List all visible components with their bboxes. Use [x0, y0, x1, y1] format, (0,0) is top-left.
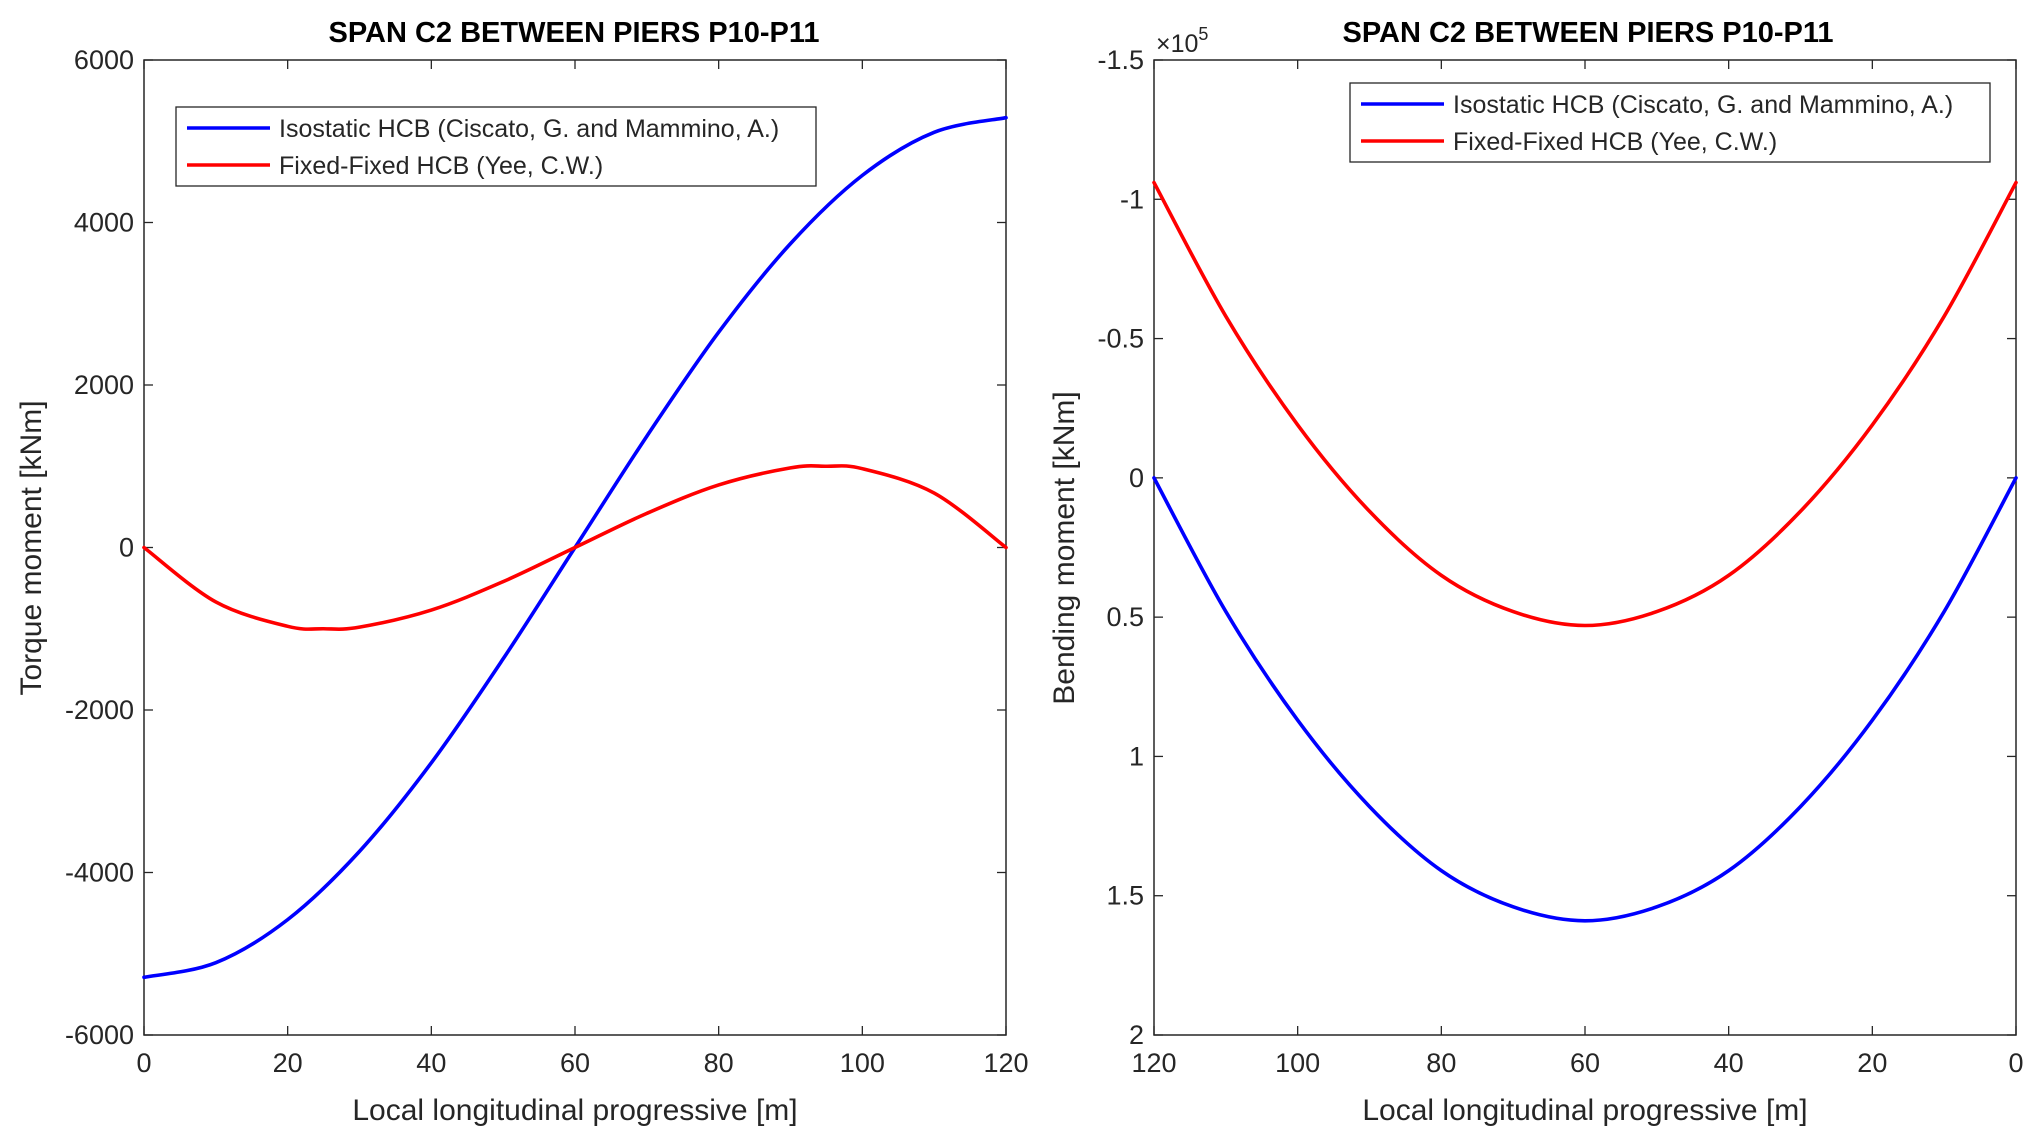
bending-y-tick-label: -0.5 — [1097, 324, 1144, 354]
bending-series-line-fixed — [1152, 180, 2018, 628]
bending-x-tick-label: 80 — [1426, 1048, 1456, 1078]
torque-y-tick-label: -2000 — [65, 695, 134, 725]
torque-x-axis-label: Local longitudinal progressive [m] — [352, 1094, 797, 1127]
bending-y-exponent: ×105 — [1156, 24, 1208, 58]
bending-series — [1152, 180, 2018, 923]
torque-legend: Isostatic HCB (Ciscato, G. and Mammino, … — [175, 106, 817, 187]
bending-x-tick-label: 60 — [1570, 1048, 1600, 1078]
bending-y-tick-label: 1 — [1129, 741, 1144, 771]
bending-plot-area — [1153, 59, 2017, 1036]
bending-y-tick-label: 0.5 — [1106, 602, 1144, 632]
torque-x-tick-label: 20 — [273, 1048, 303, 1078]
torque-x-tick-label: 100 — [840, 1048, 885, 1078]
torque-y-axis-label: Torque moment [kNm] — [15, 400, 48, 695]
bending-series-line-isostatic — [1152, 476, 2018, 923]
bending-y-tick-label: 0 — [1129, 463, 1144, 493]
bending-chart: SPAN C2 BETWEEN PIERS P10-P11 120 100 80 60… — [1048, 17, 2024, 1127]
bending-x-axis-label: Local longitudinal progressive [m] — [1362, 1094, 1807, 1127]
torque-ticks: 0 20 40 60 80 100 120 -6000 -4000 -2000 0 2000 4000 6… — [65, 45, 1029, 1078]
torque-series — [142, 115, 1008, 980]
torque-legend-box — [175, 106, 817, 187]
bending-y-tick-label: -1 — [1120, 184, 1144, 214]
torque-x-tick-label: 80 — [704, 1048, 734, 1078]
torque-x-tick-label: 60 — [560, 1048, 590, 1078]
torque-y-tick-label: 2000 — [74, 370, 134, 400]
bending-chart-title: SPAN C2 BETWEEN PIERS P10-P11 — [1342, 17, 1833, 49]
torque-y-tick-label: 6000 — [74, 45, 134, 75]
torque-legend-label-fixed: Fixed-Fixed HCB (Yee, C.W.) — [279, 152, 603, 180]
bending-y-tick-label: 1.5 — [1106, 881, 1144, 911]
bending-x-tick-label: 40 — [1714, 1048, 1744, 1078]
bending-x-tick-label: 100 — [1275, 1048, 1320, 1078]
torque-x-tick-label: 120 — [983, 1048, 1028, 1078]
torque-legend-label-isostatic: Isostatic HCB (Ciscato, G. and Mammino, … — [279, 115, 779, 143]
bending-legend: Isostatic HCB (Ciscato, G. and Mammino, … — [1349, 82, 1991, 163]
bending-legend-label-fixed: Fixed-Fixed HCB (Yee, C.W.) — [1453, 128, 1777, 156]
bending-ticks: 120 100 80 60 40 20 0 -1.5 -1 -0.5 0 0.5 1 1.5 2 — [1097, 45, 2023, 1078]
bending-legend-box — [1349, 82, 1991, 163]
bending-x-tick-label: 20 — [1857, 1048, 1887, 1078]
bending-legend-label-isostatic: Isostatic HCB (Ciscato, G. and Mammino, … — [1453, 91, 1953, 119]
torque-x-tick-label: 0 — [136, 1048, 151, 1078]
bending-y-axis-label: Bending moment [kNm] — [1048, 391, 1081, 704]
torque-y-tick-label: 4000 — [74, 208, 134, 238]
bending-y-tick-label: 2 — [1129, 1020, 1144, 1050]
torque-x-tick-label: 40 — [416, 1048, 446, 1078]
torque-series-line-fixed — [142, 464, 1008, 631]
bending-y-tick-label: -1.5 — [1097, 45, 1144, 75]
bending-x-tick-label: 0 — [2008, 1048, 2023, 1078]
torque-y-tick-label: -6000 — [65, 1020, 134, 1050]
torque-y-tick-label: 0 — [119, 533, 134, 563]
torque-chart: SPAN C2 BETWEEN PIERS P10-P11 0 20 40 60 80 1… — [15, 17, 1029, 1127]
bending-x-tick-label: 120 — [1131, 1048, 1176, 1078]
torque-chart-title: SPAN C2 BETWEEN PIERS P10-P11 — [328, 17, 819, 49]
torque-y-tick-label: -4000 — [65, 858, 134, 888]
